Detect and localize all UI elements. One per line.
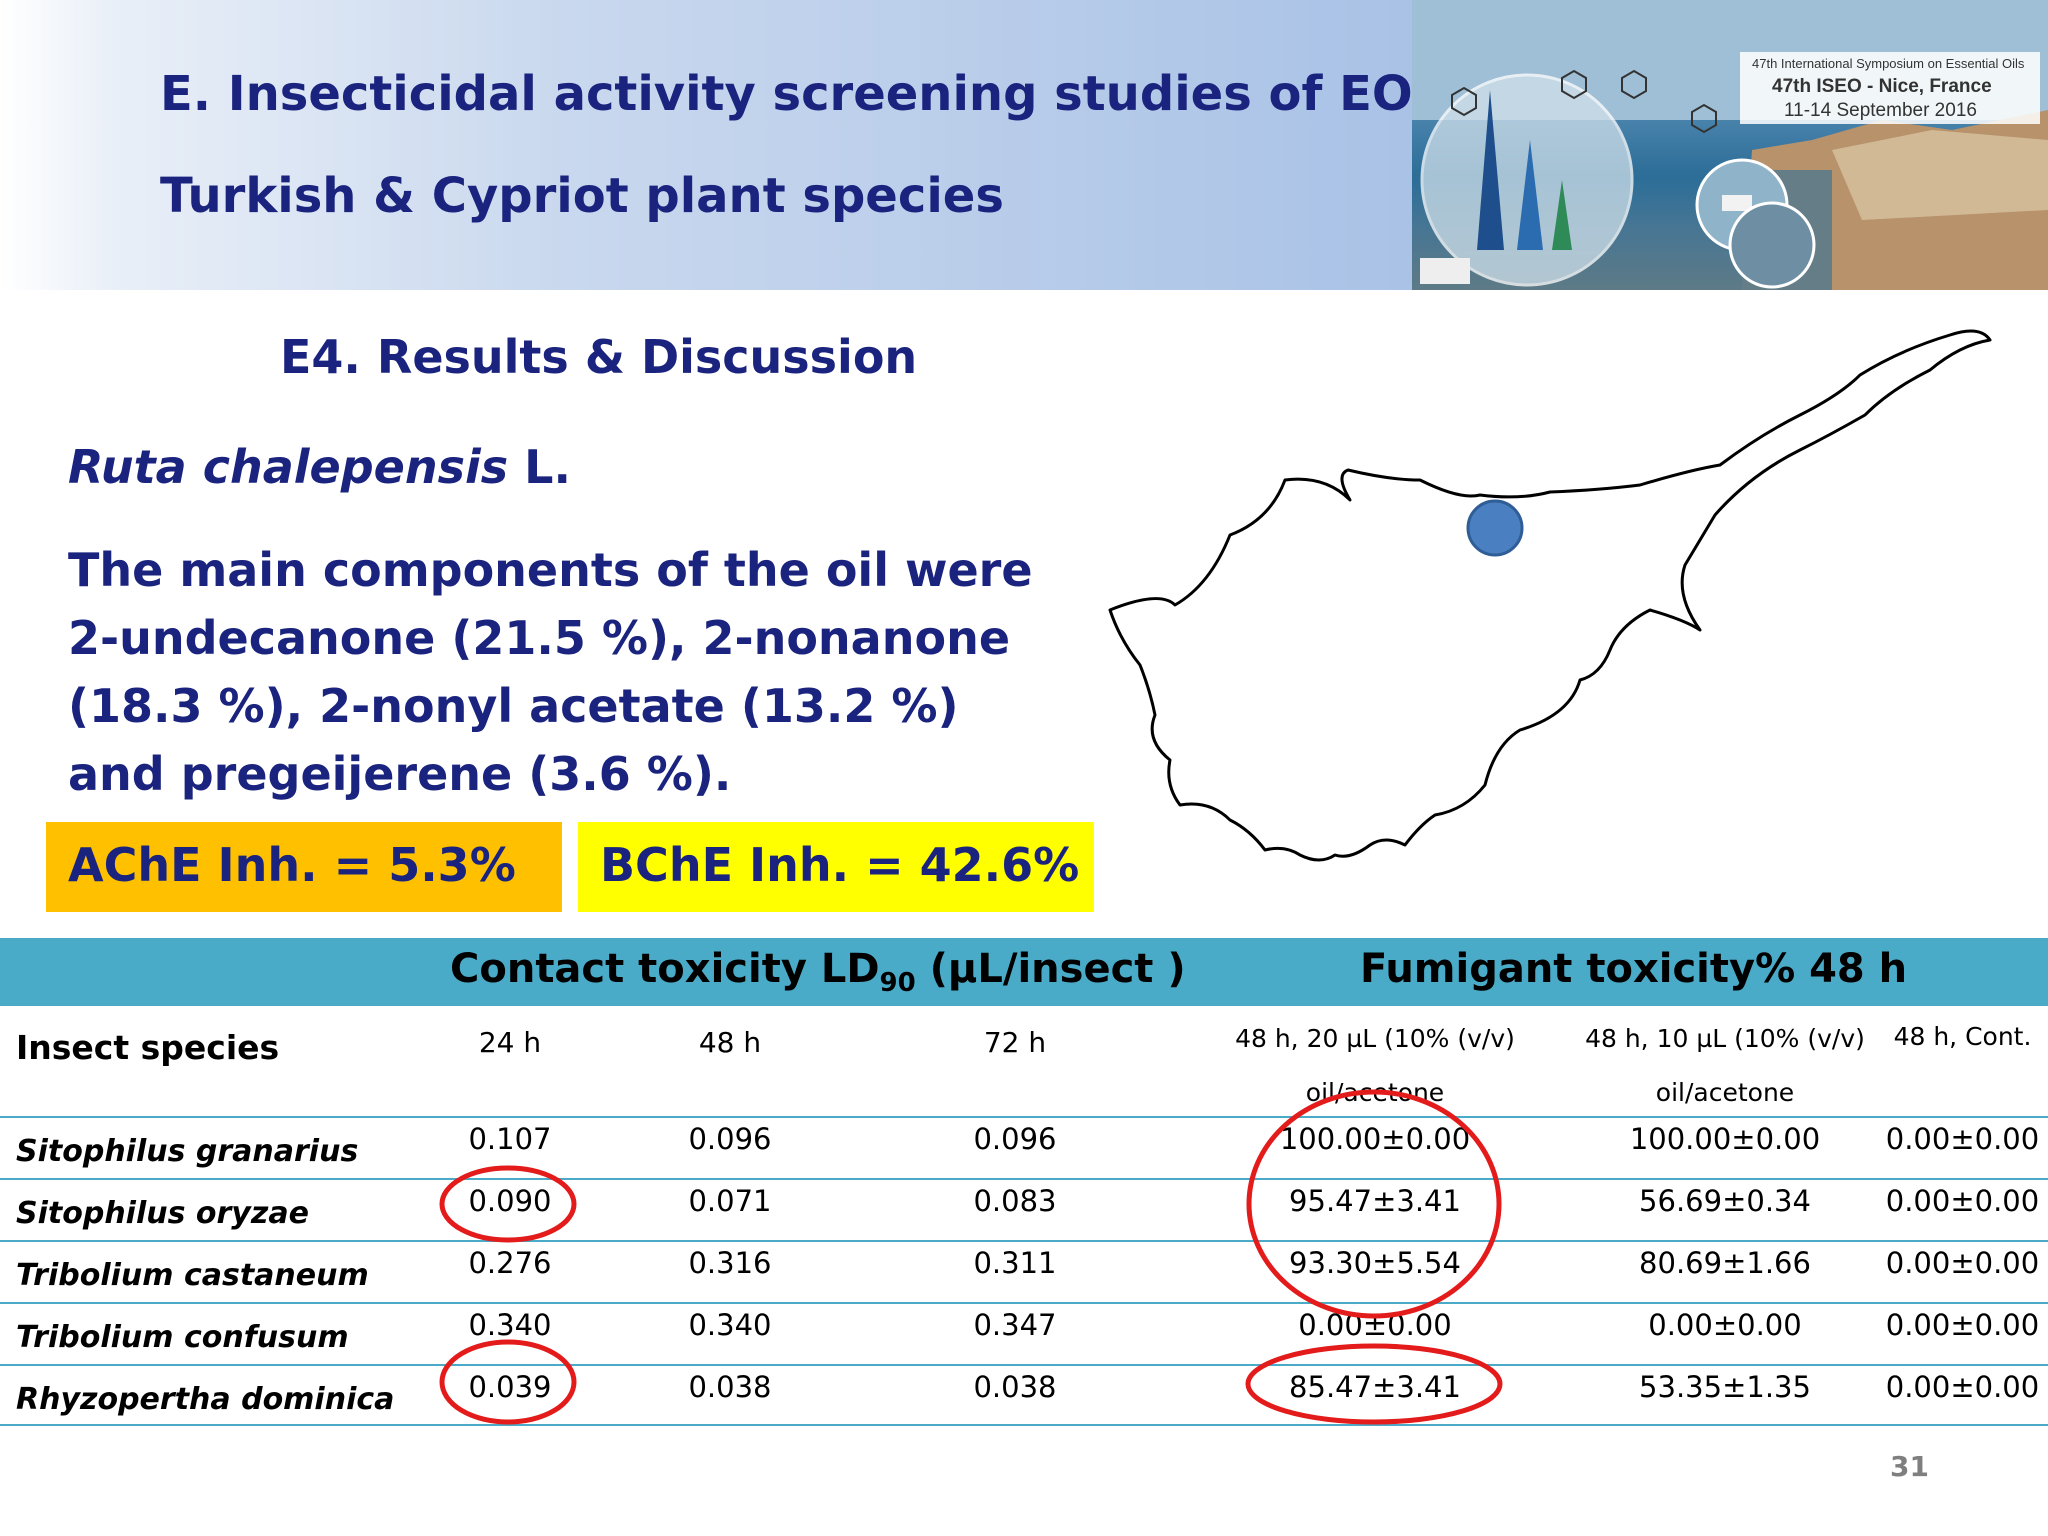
- highlight-circle-dominica-24h: [439, 1339, 577, 1425]
- cell-fumigant-10ul: 0.00±0.00: [1648, 1308, 1802, 1342]
- banner-graphic: 47th International Symposium on Essentia…: [1412, 0, 2048, 290]
- cell-24h: 0.107: [468, 1122, 552, 1156]
- species-heading: Ruta chalepensis L.: [68, 440, 571, 494]
- cell-fumigant-10ul: 53.35±1.35: [1639, 1370, 1811, 1404]
- highlight-overlay: [439, 1089, 1503, 1425]
- cell-24h: 0.090: [468, 1184, 552, 1218]
- row-divider: [0, 1364, 2048, 1366]
- row-divider: [0, 1240, 2048, 1242]
- slide-title-line2: Turkish & Cypriot plant species: [160, 168, 1004, 224]
- contact-title-subscript: 90: [879, 968, 916, 998]
- row-divider: [0, 1116, 2048, 1118]
- highlight-circle-fumigant-top3: [1246, 1089, 1502, 1319]
- row-divider: [0, 1302, 2048, 1304]
- header-banner: E. Insecticidal activity screening studi…: [0, 0, 1557, 290]
- col-header-fumigant-10ul: 48 h, 10 µL (10% (v/v): [1585, 1024, 1865, 1053]
- cell-72h: 0.096: [973, 1122, 1057, 1156]
- row-species-tribolium-castaneum: Tribolium castaneum: [16, 1258, 369, 1293]
- row-species-sitophilus-granarius: Sitophilus granarius: [16, 1134, 359, 1169]
- cell-72h: 0.347: [973, 1308, 1057, 1342]
- cell-72h: 0.038: [973, 1370, 1057, 1404]
- row-species-tribolium-confusum: Tribolium confusum: [16, 1320, 349, 1355]
- banner-line2: 47th ISEO - Nice, France: [1772, 76, 1992, 97]
- ache-inhibition-label: AChE Inh. = 5.3%: [68, 838, 516, 892]
- highlight-circle-oryzae-24h: [439, 1165, 577, 1243]
- bche-inhibition-box: BChE Inh. = 42.6%: [578, 822, 1094, 912]
- ache-inhibition-box: AChE Inh. = 5.3%: [46, 822, 562, 912]
- species-name: Ruta chalepensis: [68, 440, 509, 494]
- cell-fumigant-20ul: 100.00±0.00: [1279, 1122, 1471, 1156]
- species-author: L.: [524, 440, 571, 494]
- row-species-rhyzopertha-dominica: Rhyzopertha dominica: [16, 1382, 395, 1417]
- oil-components-text: The main components of the oil were 2-un…: [68, 543, 1033, 801]
- cell-48h: 0.340: [688, 1308, 772, 1342]
- cell-fumigant-20ul: 93.30±5.54: [1289, 1246, 1461, 1280]
- cell-control: 0.00±0.00: [1885, 1122, 2040, 1156]
- cell-fumigant-10ul: 56.69±0.34: [1639, 1184, 1811, 1218]
- cell-control: 0.00±0.00: [1885, 1308, 2040, 1342]
- bche-inhibition-label: BChE Inh. = 42.6%: [600, 838, 1080, 892]
- cell-24h: 0.039: [468, 1370, 552, 1404]
- slide-title-line1: E. Insecticidal activity screening studi…: [160, 66, 1557, 122]
- cell-48h: 0.071: [688, 1184, 772, 1218]
- cell-fumigant-20ul: 85.47±3.41: [1289, 1370, 1461, 1404]
- section-subtitle: E4. Results & Discussion: [280, 330, 918, 384]
- conference-banner-image: 47th International Symposium on Essentia…: [1412, 0, 2048, 290]
- cyprus-outline: [1108, 329, 1992, 862]
- page-number: 31: [1890, 1450, 1929, 1483]
- cell-24h: 0.276: [468, 1246, 552, 1280]
- col-header-insect-species: Insect species: [16, 1028, 280, 1067]
- col-header-48h: 48 h: [698, 1026, 762, 1059]
- cell-control: 0.00±0.00: [1885, 1184, 2040, 1218]
- fumigant-toxicity-header: Fumigant toxicity% 48 h: [1360, 946, 1908, 992]
- cyprus-map: [1108, 329, 1992, 862]
- col-header-24h: 24 h: [478, 1026, 542, 1059]
- toxicity-table: Insect species 24 h 48 h 72 h 48 h, 20 µ…: [0, 1004, 2048, 1426]
- cell-48h: 0.316: [688, 1246, 772, 1280]
- cell-48h: 0.038: [688, 1370, 772, 1404]
- cell-control: 0.00±0.00: [1885, 1246, 2040, 1280]
- col-header-72h: 72 h: [983, 1026, 1047, 1059]
- cell-control: 0.00±0.00: [1885, 1370, 2040, 1404]
- col-header-fumigant-10ul-sub: oil/acetone: [1655, 1078, 1795, 1107]
- banner-line1: 47th International Symposium on Essentia…: [1752, 56, 2025, 71]
- contact-title-units: (µL/insect ): [915, 946, 1186, 992]
- row-divider: [0, 1178, 2048, 1180]
- row-divider: [0, 1424, 2048, 1426]
- banner-line3: 11-14 September 2016: [1784, 100, 1977, 121]
- cell-72h: 0.083: [973, 1184, 1057, 1218]
- cell-fumigant-10ul: 80.69±1.66: [1639, 1246, 1811, 1280]
- highlight-circle-dominica-fumigant: [1245, 1343, 1503, 1425]
- contact-title-text: Contact toxicity LD: [450, 946, 880, 992]
- contact-toxicity-header: Contact toxicity LD90 (µL/insect ): [450, 946, 1186, 998]
- row-species-sitophilus-oryzae: Sitophilus oryzae: [16, 1196, 309, 1231]
- cell-fumigant-20ul: 95.47±3.41: [1289, 1184, 1461, 1218]
- col-header-fumigant-20ul: 48 h, 20 µL (10% (v/v): [1235, 1024, 1515, 1053]
- cell-24h: 0.340: [468, 1308, 552, 1342]
- cell-fumigant-10ul: 100.00±0.00: [1629, 1122, 1821, 1156]
- cell-72h: 0.311: [973, 1246, 1057, 1280]
- col-header-control: 48 h, Cont.: [1893, 1022, 2032, 1051]
- table-header-band: Contact toxicity LD90 (µL/insect ) Fumig…: [0, 938, 2048, 1004]
- cell-48h: 0.096: [688, 1122, 772, 1156]
- location-marker-dot: [1466, 499, 1524, 557]
